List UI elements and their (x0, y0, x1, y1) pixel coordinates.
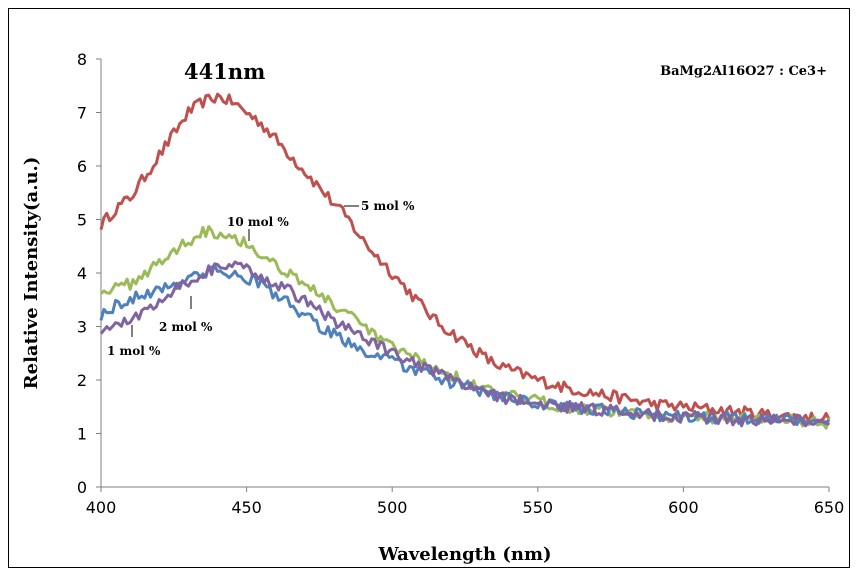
y-tick-label: 6 (77, 157, 87, 176)
y-tick-label: 0 (77, 478, 87, 497)
x-tick-label: 400 (86, 498, 117, 517)
y-tick-label: 1 (77, 425, 87, 444)
x-tick-label: 550 (523, 498, 554, 517)
formula-label: BaMg2Al16O27 : Ce3+ (660, 64, 827, 79)
annotation-layer: 441nm BaMg2Al16O27 : Ce3+ 5 mol % 10 mol… (107, 59, 827, 358)
spectrum-chart: 0 1 2 3 4 5 6 7 8 400 450 500 550 600 650 Wavelength (n… (21, 50, 844, 565)
series-line-5-mol (99, 92, 831, 424)
series-layer (99, 92, 831, 430)
series-line-2-mol (99, 263, 831, 427)
annotation-2mol: 2 mol % (159, 320, 213, 334)
annotation-1mol: 1 mol % (107, 344, 161, 358)
y-tick-label: 4 (77, 264, 87, 283)
y-axis-title: Relative Intensity(a.u.) (21, 157, 42, 390)
series-line-1-mol (99, 260, 831, 428)
peak-label: 441nm (184, 59, 265, 84)
y-tick-label: 3 (77, 318, 87, 337)
x-tick-label: 450 (231, 498, 262, 517)
x-axis-title: Wavelength (nm) (377, 544, 551, 565)
y-tick-label: 5 (77, 211, 87, 230)
x-tick-label: 650 (814, 498, 845, 517)
axes: 0 1 2 3 4 5 6 7 8 400 450 500 550 600 650 Wavelength (n… (21, 50, 844, 565)
y-tick-label: 2 (77, 371, 87, 390)
x-tick-label: 500 (377, 498, 408, 517)
x-tick-label: 600 (668, 498, 699, 517)
annotation-5mol: 5 mol % (361, 199, 415, 213)
y-tick-label: 7 (77, 104, 87, 123)
annotation-10mol: 10 mol % (227, 215, 289, 229)
y-tick-label: 8 (77, 50, 87, 69)
chart-frame: 0 1 2 3 4 5 6 7 8 400 450 500 550 600 650 Wavelength (n… (8, 8, 850, 568)
